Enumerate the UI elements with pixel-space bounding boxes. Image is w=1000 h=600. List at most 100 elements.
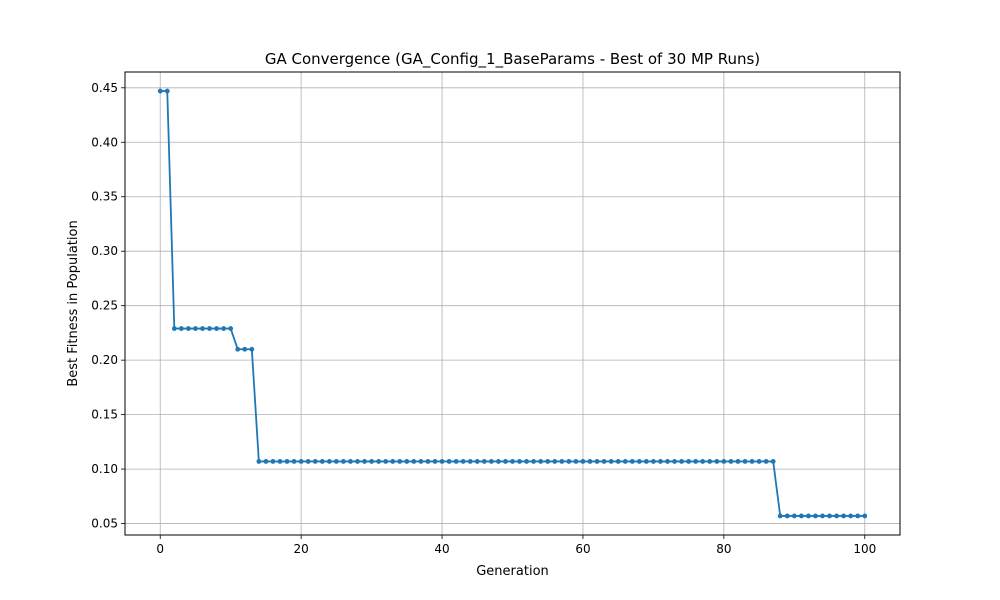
data-point bbox=[214, 326, 219, 331]
data-point bbox=[587, 459, 593, 464]
axis-ticks: 0 20 40 60 80 100 0.05 0.10 0.15 0.20 0.25 0.30 0.35… bbox=[91, 81, 876, 556]
data-point bbox=[538, 459, 544, 464]
data-point bbox=[806, 513, 811, 519]
plot-frame bbox=[124, 71, 901, 536]
data-point bbox=[791, 513, 797, 519]
data-point bbox=[848, 513, 854, 519]
data-point bbox=[460, 459, 466, 464]
data-point bbox=[503, 459, 508, 464]
data-point bbox=[488, 459, 494, 464]
data-point bbox=[249, 346, 255, 352]
x-axis-label: Generation bbox=[476, 564, 549, 579]
data-point bbox=[446, 459, 452, 464]
y-tick-label: 0.40 bbox=[91, 135, 118, 149]
data-point bbox=[277, 459, 283, 464]
y-axis-label: Best Fitness in Population bbox=[66, 220, 81, 386]
y-tick-label: 0.10 bbox=[91, 462, 118, 476]
x-tick-label: 0 bbox=[156, 542, 164, 556]
data-point bbox=[749, 459, 755, 464]
data-point bbox=[566, 459, 572, 464]
y-tick-label: 0.45 bbox=[91, 81, 118, 95]
data-point bbox=[284, 459, 290, 464]
data-point bbox=[298, 459, 304, 464]
data-point bbox=[496, 459, 501, 464]
data-point bbox=[573, 459, 579, 464]
data-point bbox=[397, 459, 403, 464]
data-point bbox=[418, 459, 424, 464]
grid bbox=[125, 72, 900, 535]
data-point bbox=[510, 459, 515, 464]
data-point bbox=[467, 459, 473, 464]
x-tick-label: 20 bbox=[293, 542, 308, 556]
x-tick-label: 40 bbox=[434, 542, 449, 556]
data-point bbox=[629, 459, 635, 464]
data-point bbox=[193, 326, 198, 331]
data-point bbox=[348, 459, 353, 464]
data-point bbox=[178, 326, 184, 331]
data-point bbox=[658, 459, 663, 464]
data-point bbox=[735, 459, 741, 464]
data-point bbox=[326, 459, 332, 464]
data-point bbox=[777, 513, 783, 519]
data-point bbox=[256, 459, 262, 464]
data-point bbox=[665, 459, 670, 464]
data-point bbox=[580, 459, 586, 464]
data-point bbox=[517, 459, 522, 464]
data-point bbox=[651, 459, 656, 464]
data-point bbox=[615, 459, 621, 464]
data-point bbox=[798, 513, 804, 519]
data-point bbox=[333, 459, 339, 464]
data-point bbox=[862, 513, 868, 519]
data-point bbox=[827, 513, 832, 519]
y-tick-label: 0.20 bbox=[91, 353, 118, 367]
data-point bbox=[376, 459, 382, 464]
data-point bbox=[221, 326, 227, 331]
data-point bbox=[341, 459, 346, 464]
data-point bbox=[305, 459, 311, 464]
data-point bbox=[390, 459, 396, 464]
data-point bbox=[524, 459, 529, 464]
data-point bbox=[834, 513, 839, 519]
data-point bbox=[207, 326, 212, 331]
y-tick-label: 0.25 bbox=[91, 299, 118, 313]
data-point bbox=[481, 459, 487, 464]
data-point bbox=[171, 326, 177, 331]
data-point bbox=[355, 459, 360, 464]
x-tick-label: 100 bbox=[853, 542, 876, 556]
data-point bbox=[362, 459, 367, 464]
data-point bbox=[263, 459, 269, 464]
data-point bbox=[594, 459, 600, 464]
chart-title: GA Convergence (GA_Config_1_BaseParams -… bbox=[265, 50, 760, 69]
data-point bbox=[552, 459, 558, 464]
data-point bbox=[312, 459, 318, 464]
data-point bbox=[411, 459, 417, 464]
y-tick-label: 0.35 bbox=[91, 190, 118, 204]
y-tick-label: 0.15 bbox=[91, 408, 118, 422]
data-point bbox=[714, 459, 720, 464]
data-point bbox=[742, 459, 748, 464]
data-point bbox=[763, 459, 769, 464]
data-point bbox=[707, 459, 713, 464]
data-point bbox=[186, 326, 191, 331]
data-point bbox=[242, 346, 248, 352]
data-point bbox=[383, 459, 389, 464]
data-point bbox=[728, 459, 734, 464]
data-point bbox=[693, 459, 699, 464]
data-point bbox=[474, 459, 480, 464]
data-point bbox=[369, 459, 374, 464]
data-point bbox=[841, 513, 847, 519]
data-point bbox=[545, 459, 551, 464]
data-point bbox=[679, 459, 684, 464]
x-tick-label: 60 bbox=[575, 542, 590, 556]
data-point bbox=[164, 88, 170, 94]
data-point bbox=[291, 459, 297, 464]
data-point bbox=[270, 459, 276, 464]
data-point bbox=[721, 459, 727, 464]
data-point bbox=[622, 459, 628, 464]
data-point bbox=[157, 88, 163, 94]
data-point bbox=[425, 459, 431, 464]
data-point bbox=[404, 459, 410, 464]
data-point bbox=[672, 459, 677, 464]
data-point bbox=[820, 513, 825, 519]
